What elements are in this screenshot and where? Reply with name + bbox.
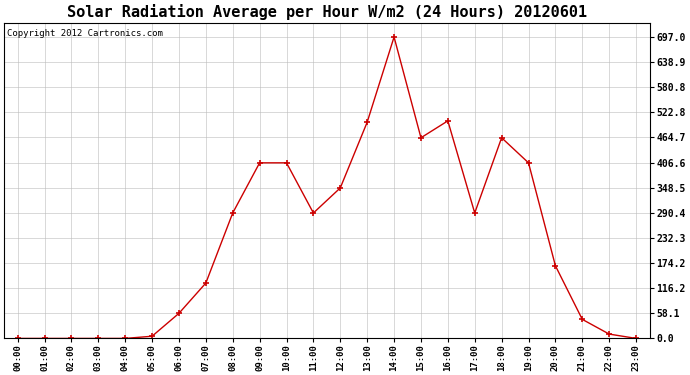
Text: Copyright 2012 Cartronics.com: Copyright 2012 Cartronics.com — [8, 29, 164, 38]
Title: Solar Radiation Average per Hour W/m2 (24 Hours) 20120601: Solar Radiation Average per Hour W/m2 (2… — [67, 4, 587, 20]
